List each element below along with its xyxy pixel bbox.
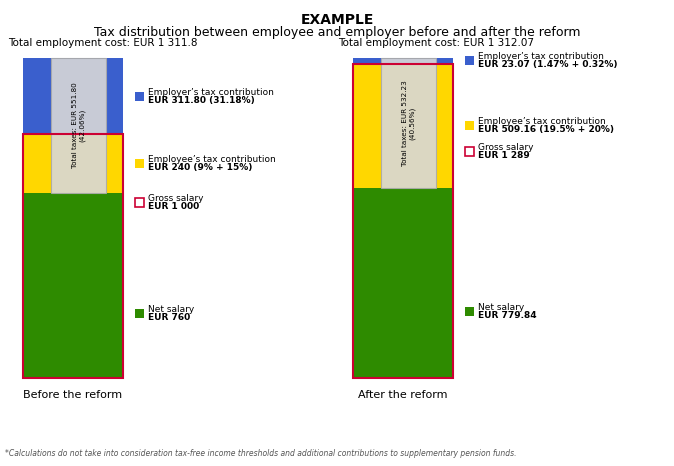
Text: EUR 760: EUR 760 (148, 313, 190, 322)
Bar (51, 58, 106, 192)
Text: Employer’s tax contribution: Employer’s tax contribution (478, 52, 604, 62)
Text: EXAMPLE: EXAMPLE (301, 13, 373, 27)
Bar (465, 307, 474, 316)
Bar (23, 134, 123, 378)
Bar (135, 159, 144, 168)
Text: Tax distribution between employee and employer before and after the reform: Tax distribution between employee and em… (94, 26, 580, 39)
Text: After the reform: After the reform (359, 390, 448, 400)
Text: Employee’s tax contribution: Employee’s tax contribution (478, 117, 606, 126)
Text: EUR 23.07 (1.47% + 0.32%): EUR 23.07 (1.47% + 0.32%) (478, 60, 617, 69)
Bar (353, 188, 453, 378)
Bar (135, 91, 144, 101)
Text: EUR 1 000: EUR 1 000 (148, 202, 200, 211)
Text: Net salary: Net salary (148, 305, 194, 314)
Text: Total employment cost: EUR 1 311.8: Total employment cost: EUR 1 311.8 (8, 38, 197, 48)
Text: Employer’s tax contribution: Employer’s tax contribution (148, 88, 274, 96)
Text: EUR 1 289: EUR 1 289 (478, 151, 530, 160)
Text: Gross salary: Gross salary (478, 143, 534, 152)
Bar (465, 121, 474, 130)
Text: Total employment cost: EUR 1 312.07: Total employment cost: EUR 1 312.07 (338, 38, 534, 48)
Bar (465, 147, 474, 156)
Text: Net salary: Net salary (478, 303, 524, 312)
Text: Employee’s tax contribution: Employee’s tax contribution (148, 155, 276, 164)
Bar (23, 192, 123, 378)
Bar (23, 134, 123, 192)
Text: Gross salary: Gross salary (148, 194, 204, 203)
Text: EUR 240 (9% + 15%): EUR 240 (9% + 15%) (148, 163, 252, 172)
Text: EUR 509.16 (19.5% + 20%): EUR 509.16 (19.5% + 20%) (478, 125, 614, 134)
Bar (135, 198, 144, 207)
Bar (465, 56, 474, 65)
Text: EUR 779.84: EUR 779.84 (478, 311, 537, 320)
Bar (381, 58, 436, 188)
Text: Total taxes: EUR 532.23
(40.56%): Total taxes: EUR 532.23 (40.56%) (402, 80, 415, 166)
Text: Before the reform: Before the reform (24, 390, 123, 400)
Bar (353, 58, 453, 64)
Text: *Calculations do not take into consideration tax-free income thresholds and addi: *Calculations do not take into considera… (5, 449, 516, 458)
Bar (23, 58, 123, 134)
Text: Total taxes: EUR 551.80
(42.06%): Total taxes: EUR 551.80 (42.06%) (71, 82, 85, 168)
Bar (353, 64, 453, 188)
Text: EUR 311.80 (31.18%): EUR 311.80 (31.18%) (148, 96, 255, 104)
Bar (135, 308, 144, 318)
Bar (353, 64, 453, 378)
